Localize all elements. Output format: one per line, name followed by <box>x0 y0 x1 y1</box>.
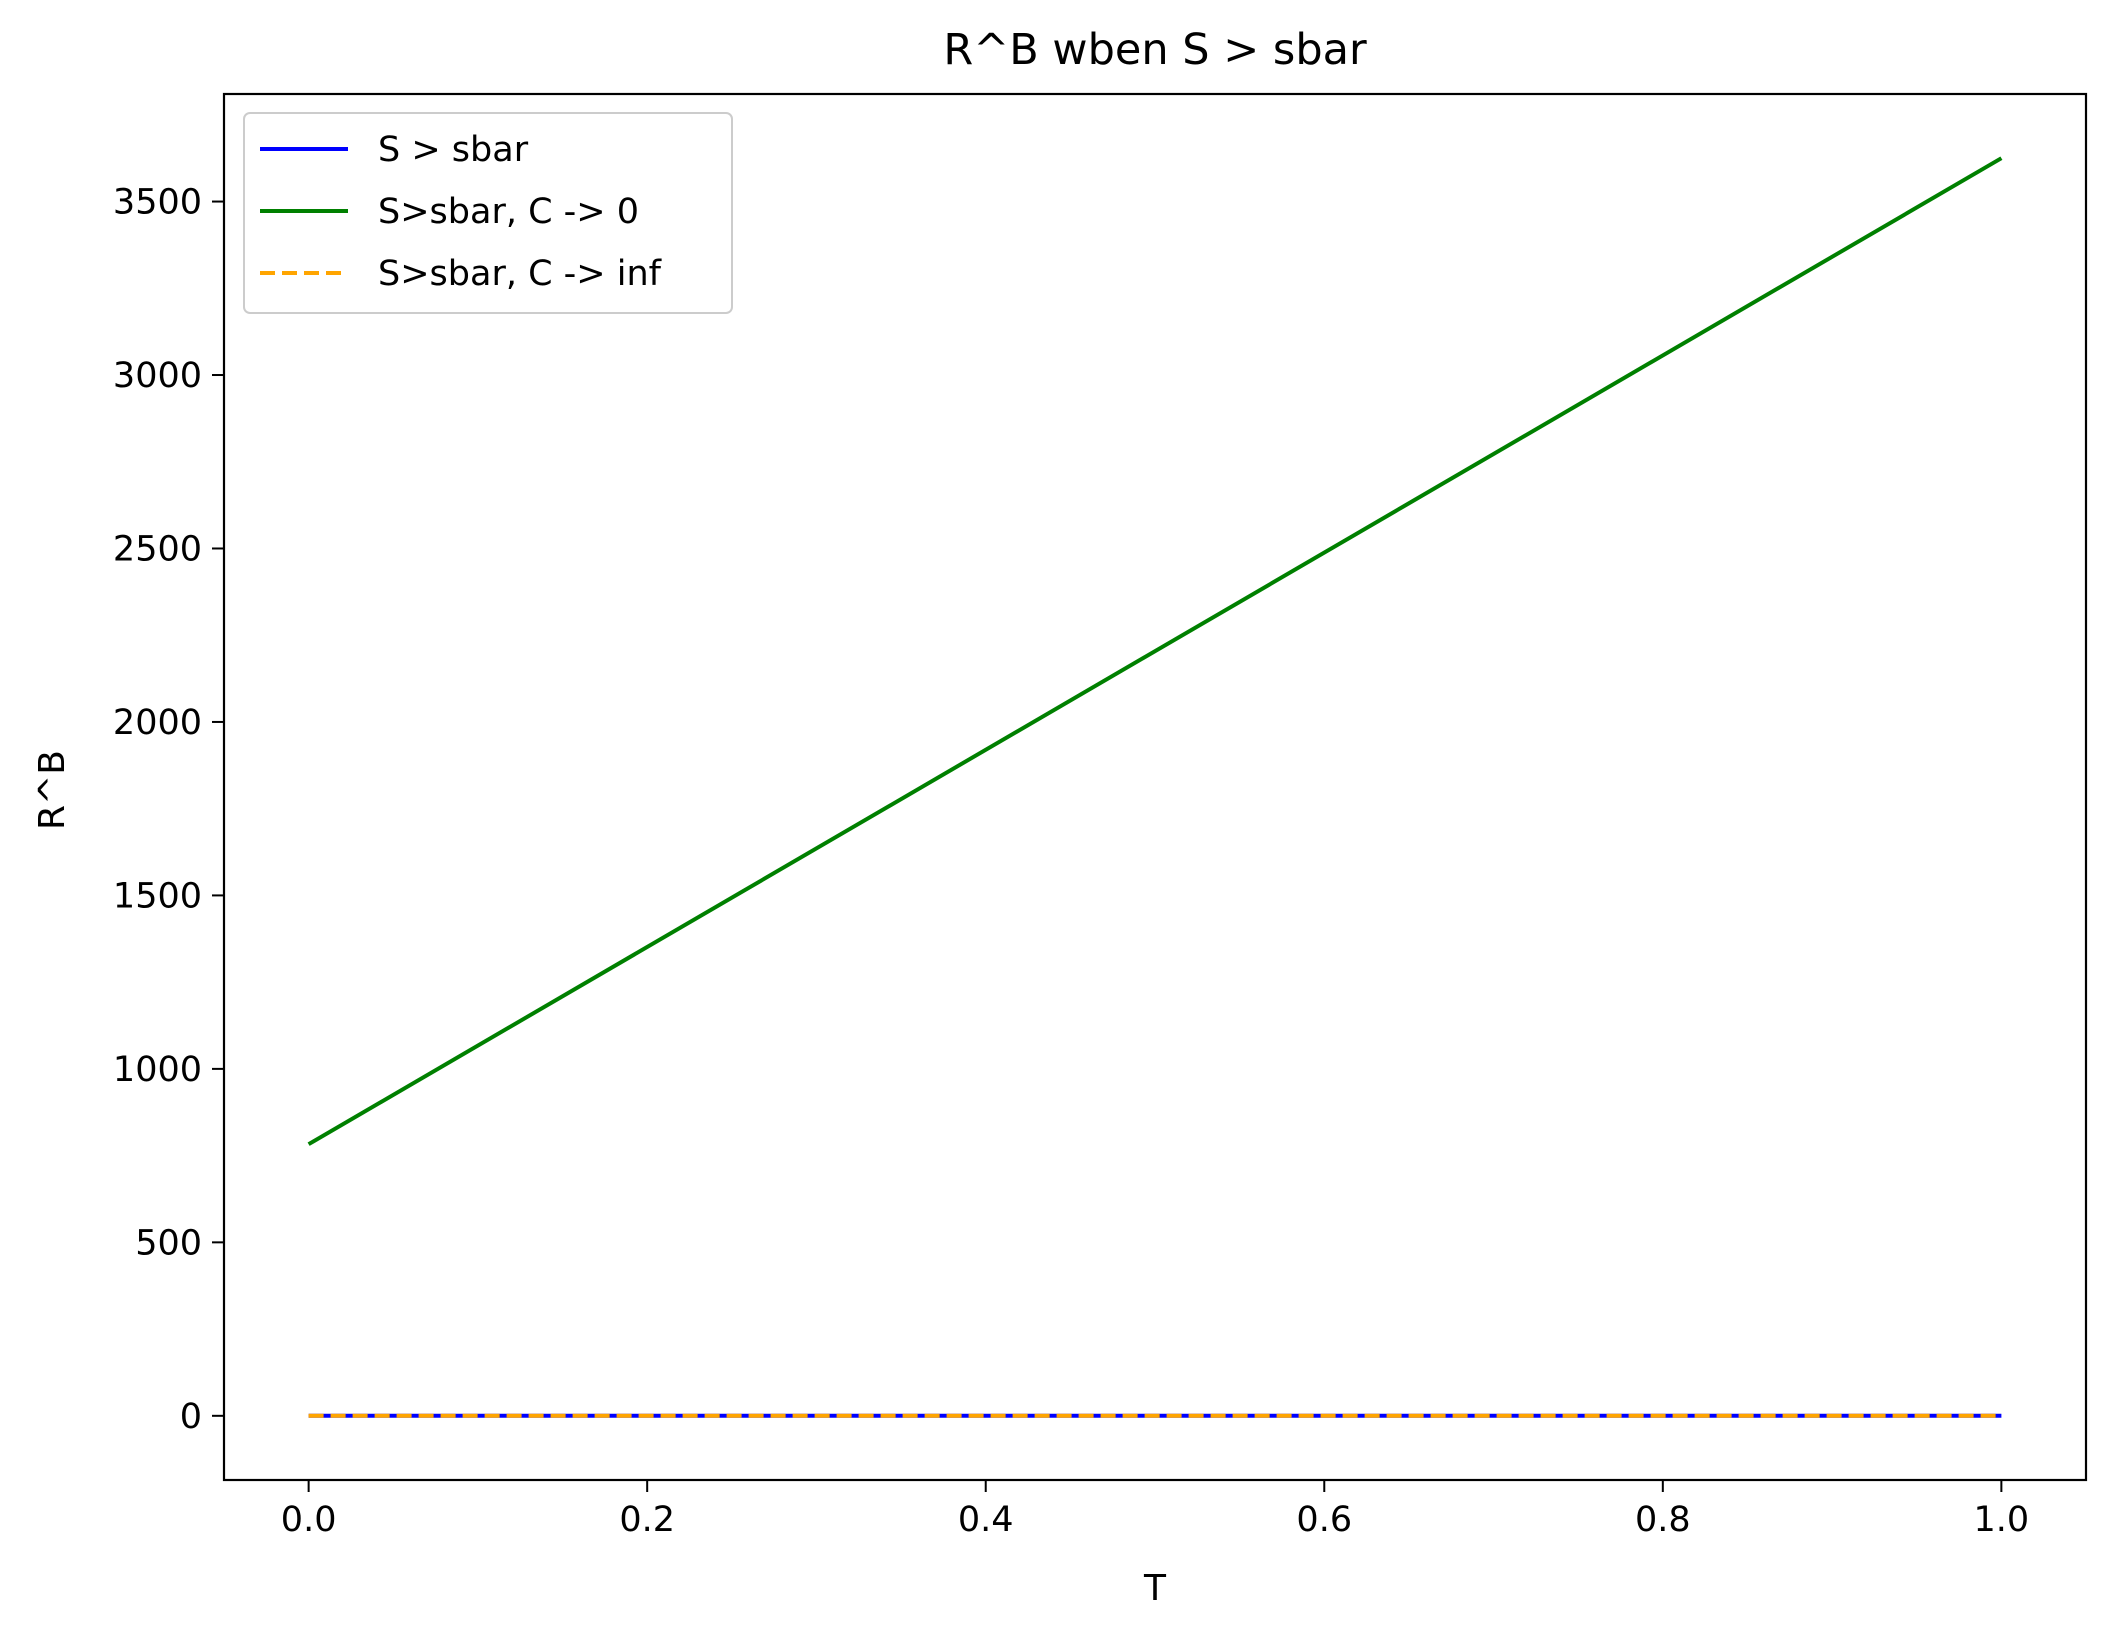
y-tick-label: 2500 <box>113 529 202 569</box>
legend-box <box>243 112 733 314</box>
legend-entry-2: S>sbar, C -> 0 <box>378 192 639 232</box>
x-tick-label: 0.0 <box>281 1500 337 1540</box>
x-axis-label: T <box>1143 1568 1167 1609</box>
y-tick-label: 500 <box>135 1223 202 1263</box>
chart-title: R^B wben S > sbar <box>943 25 1367 75</box>
legend: S > sbar S>sbar, C -> 0 S>sbar, C -> inf <box>243 112 733 314</box>
axes-frame <box>222 92 2088 1482</box>
legend-entry-1: S > sbar <box>378 130 529 170</box>
y-tick-label: 1500 <box>113 876 202 916</box>
axes: 0.0 0.2 0.4 0.6 0.8 1.0 0 500 1000 1500 2000 2500 30… <box>113 92 2088 1540</box>
x-tick-label: 0.4 <box>958 1500 1014 1540</box>
series-line-2 <box>307 156 2003 1146</box>
y-tick-label: 0 <box>180 1397 202 1437</box>
legend-entry-3: S>sbar, C -> inf <box>378 254 662 294</box>
x-tick-label: 0.6 <box>1296 1500 1352 1540</box>
x-tick-label: 1.0 <box>1974 1500 2030 1540</box>
y-tick-label: 3500 <box>113 183 202 223</box>
y-tick-label: 3000 <box>113 356 202 396</box>
x-tick-label: 0.2 <box>619 1500 675 1540</box>
y-axis-label: R^B <box>32 750 73 830</box>
y-tick-label: 1000 <box>113 1050 202 1090</box>
x-tick-label: 0.8 <box>1635 1500 1691 1540</box>
plot-area <box>307 156 2003 1418</box>
y-tick-label: 2000 <box>113 703 202 743</box>
